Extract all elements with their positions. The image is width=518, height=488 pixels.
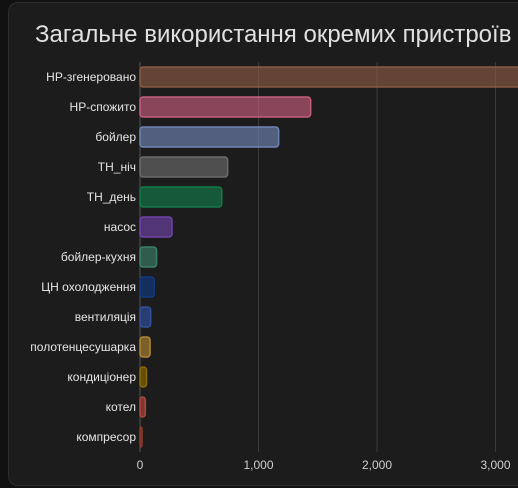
bar-бойлер[interactable]	[139, 126, 280, 148]
x-tick-label: 0	[137, 458, 144, 472]
category-label: бойлер	[95, 130, 136, 144]
bar-тн-ніч[interactable]	[139, 156, 229, 178]
x-axis-ticks: 0 1,000 2,000 3,000	[137, 458, 511, 472]
category-label: НР-спожито	[70, 100, 137, 114]
grid-lines	[139, 62, 496, 452]
category-label: компресор	[76, 430, 136, 444]
x-tick-label: 1,000	[243, 458, 273, 472]
category-label: бойлер-кухня	[61, 250, 136, 264]
category-label: кондиціонер	[67, 370, 136, 384]
bar-котел[interactable]	[139, 396, 147, 418]
bar-нр-спожито[interactable]	[139, 96, 312, 118]
bars	[139, 66, 518, 448]
category-label: ТН_день	[87, 190, 136, 204]
category-label: котел	[106, 400, 136, 414]
category-labels: НР-згенеровано НР-спожито бойлер ТН_ніч ТН_д…	[30, 70, 136, 444]
bar-насос[interactable]	[139, 216, 173, 238]
category-label: ТН_ніч	[98, 160, 136, 174]
bar-компресор[interactable]	[139, 426, 143, 448]
bar-нр-згенеровано[interactable]	[139, 66, 518, 88]
category-label: насос	[104, 220, 136, 234]
chart-title: Загальне використання окремих пристроїв	[35, 21, 512, 48]
category-label: ЦН охолодження	[41, 280, 136, 294]
x-tick-label: 2,000	[362, 458, 392, 472]
bar-тн-день[interactable]	[139, 186, 223, 208]
bar-вентиляція[interactable]	[139, 306, 152, 328]
category-label: НР-згенеровано	[46, 70, 136, 84]
x-tick-label: 3,000	[480, 458, 510, 472]
bar-полотенцесушарка[interactable]	[139, 336, 151, 358]
bar-бойлер-кухня[interactable]	[139, 246, 158, 268]
bar-цн-охолодження[interactable]	[139, 276, 155, 298]
category-label: вентиляція	[75, 310, 136, 324]
bar-кондиціонер[interactable]	[139, 366, 148, 388]
category-label: полотенцесушарка	[30, 340, 136, 354]
